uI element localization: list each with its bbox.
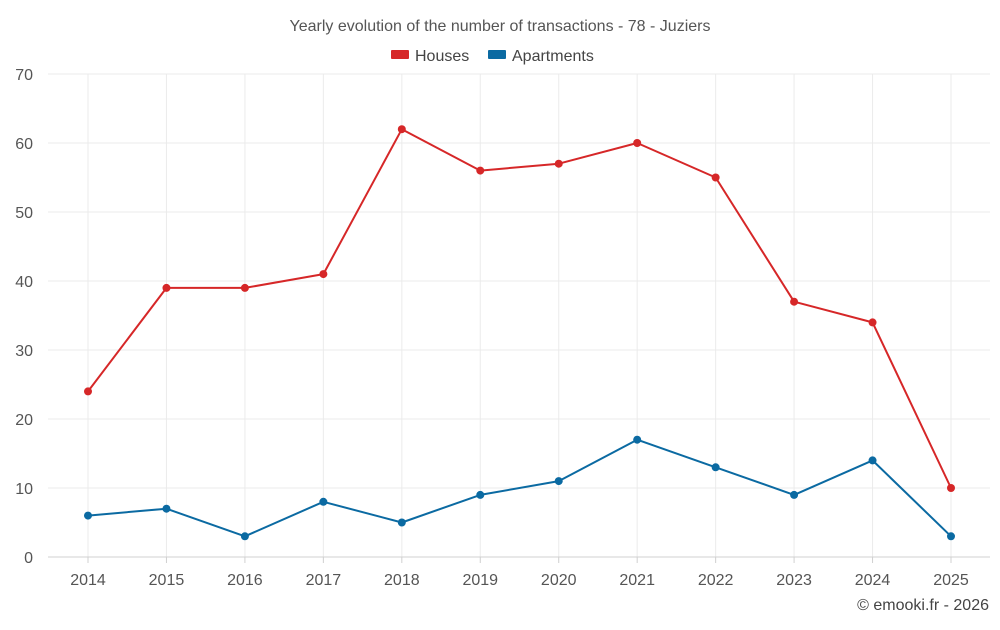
y-tick-label-70: 70 — [15, 67, 33, 84]
series-line-houses — [87, 128, 952, 489]
y-tick-label-30: 30 — [15, 343, 33, 360]
grid-layer — [48, 73, 990, 557]
axis-layer: 0 10 20 30 40 50 60 70 2014 2015 2016 2017 2018 2019 2… — [15, 67, 990, 589]
y-tick-label-0: 0 — [24, 550, 33, 567]
data-point-houses-2022[interactable] — [711, 173, 720, 182]
x-tick-label-2015: 2015 — [149, 572, 185, 589]
legend-label-apartments: Apartments — [512, 48, 594, 65]
data-point-houses-2015[interactable] — [162, 283, 171, 292]
legend: Houses Apartments — [391, 48, 594, 65]
legend-label-houses: Houses — [415, 48, 469, 65]
data-point-apartments-2018[interactable] — [397, 518, 406, 527]
legend-item-apartments[interactable]: Apartments — [488, 48, 594, 65]
data-point-apartments-2023[interactable] — [790, 490, 799, 499]
x-tick-label-2016: 2016 — [227, 572, 263, 589]
data-point-houses-2020[interactable] — [554, 159, 563, 168]
x-tick-label-2021: 2021 — [619, 572, 655, 589]
data-point-apartments-2019[interactable] — [476, 490, 485, 499]
data-point-apartments-2020[interactable] — [554, 477, 563, 486]
data-point-apartments-2017[interactable] — [319, 497, 328, 506]
x-tick-label-2020: 2020 — [541, 572, 577, 589]
data-point-apartments-2021[interactable] — [633, 435, 642, 444]
y-tick-label-60: 60 — [15, 136, 33, 153]
data-point-apartments-2016[interactable] — [240, 532, 249, 541]
legend-swatch-apartments — [488, 50, 506, 59]
data-point-houses-2018[interactable] — [397, 125, 406, 134]
data-point-apartments-2014[interactable] — [84, 511, 92, 520]
credit-text: © emooki.fr - 2026 — [857, 597, 989, 614]
series-line-apartments — [87, 438, 952, 538]
x-tick-label-2018: 2018 — [384, 572, 420, 589]
data-point-apartments-2022[interactable] — [711, 463, 720, 472]
x-tick-label-2025: 2025 — [933, 572, 969, 589]
data-point-houses-2014[interactable] — [84, 387, 92, 396]
data-point-apartments-2015[interactable] — [162, 504, 171, 513]
data-point-apartments-2024[interactable] — [868, 456, 877, 465]
data-point-houses-2019[interactable] — [476, 166, 485, 175]
data-point-houses-2021[interactable] — [633, 139, 642, 147]
y-tick-label-50: 50 — [15, 205, 33, 222]
x-tick-label-2022: 2022 — [698, 572, 734, 589]
x-tick-label-2017: 2017 — [306, 572, 342, 589]
data-point-houses-2025[interactable] — [947, 484, 955, 492]
y-tick-label-40: 40 — [15, 274, 33, 291]
data-point-houses-2016[interactable] — [240, 283, 249, 292]
y-tick-label-20: 20 — [15, 412, 33, 429]
y-tick-label-10: 10 — [15, 481, 33, 498]
data-point-houses-2023[interactable] — [790, 297, 799, 306]
data-point-houses-2017[interactable] — [319, 270, 328, 279]
chart-title: Yearly evolution of the number of transa… — [290, 18, 711, 35]
x-tick-label-2014: 2014 — [70, 572, 106, 589]
x-tick-label-2019: 2019 — [462, 572, 498, 589]
series-layer — [84, 125, 955, 541]
data-point-apartments-2025[interactable] — [947, 532, 955, 541]
data-point-houses-2024[interactable] — [868, 318, 877, 327]
legend-swatch-houses — [391, 50, 409, 59]
x-tick-label-2024: 2024 — [855, 572, 891, 589]
x-tick-label-2023: 2023 — [776, 572, 812, 589]
legend-item-houses[interactable]: Houses — [391, 48, 469, 65]
